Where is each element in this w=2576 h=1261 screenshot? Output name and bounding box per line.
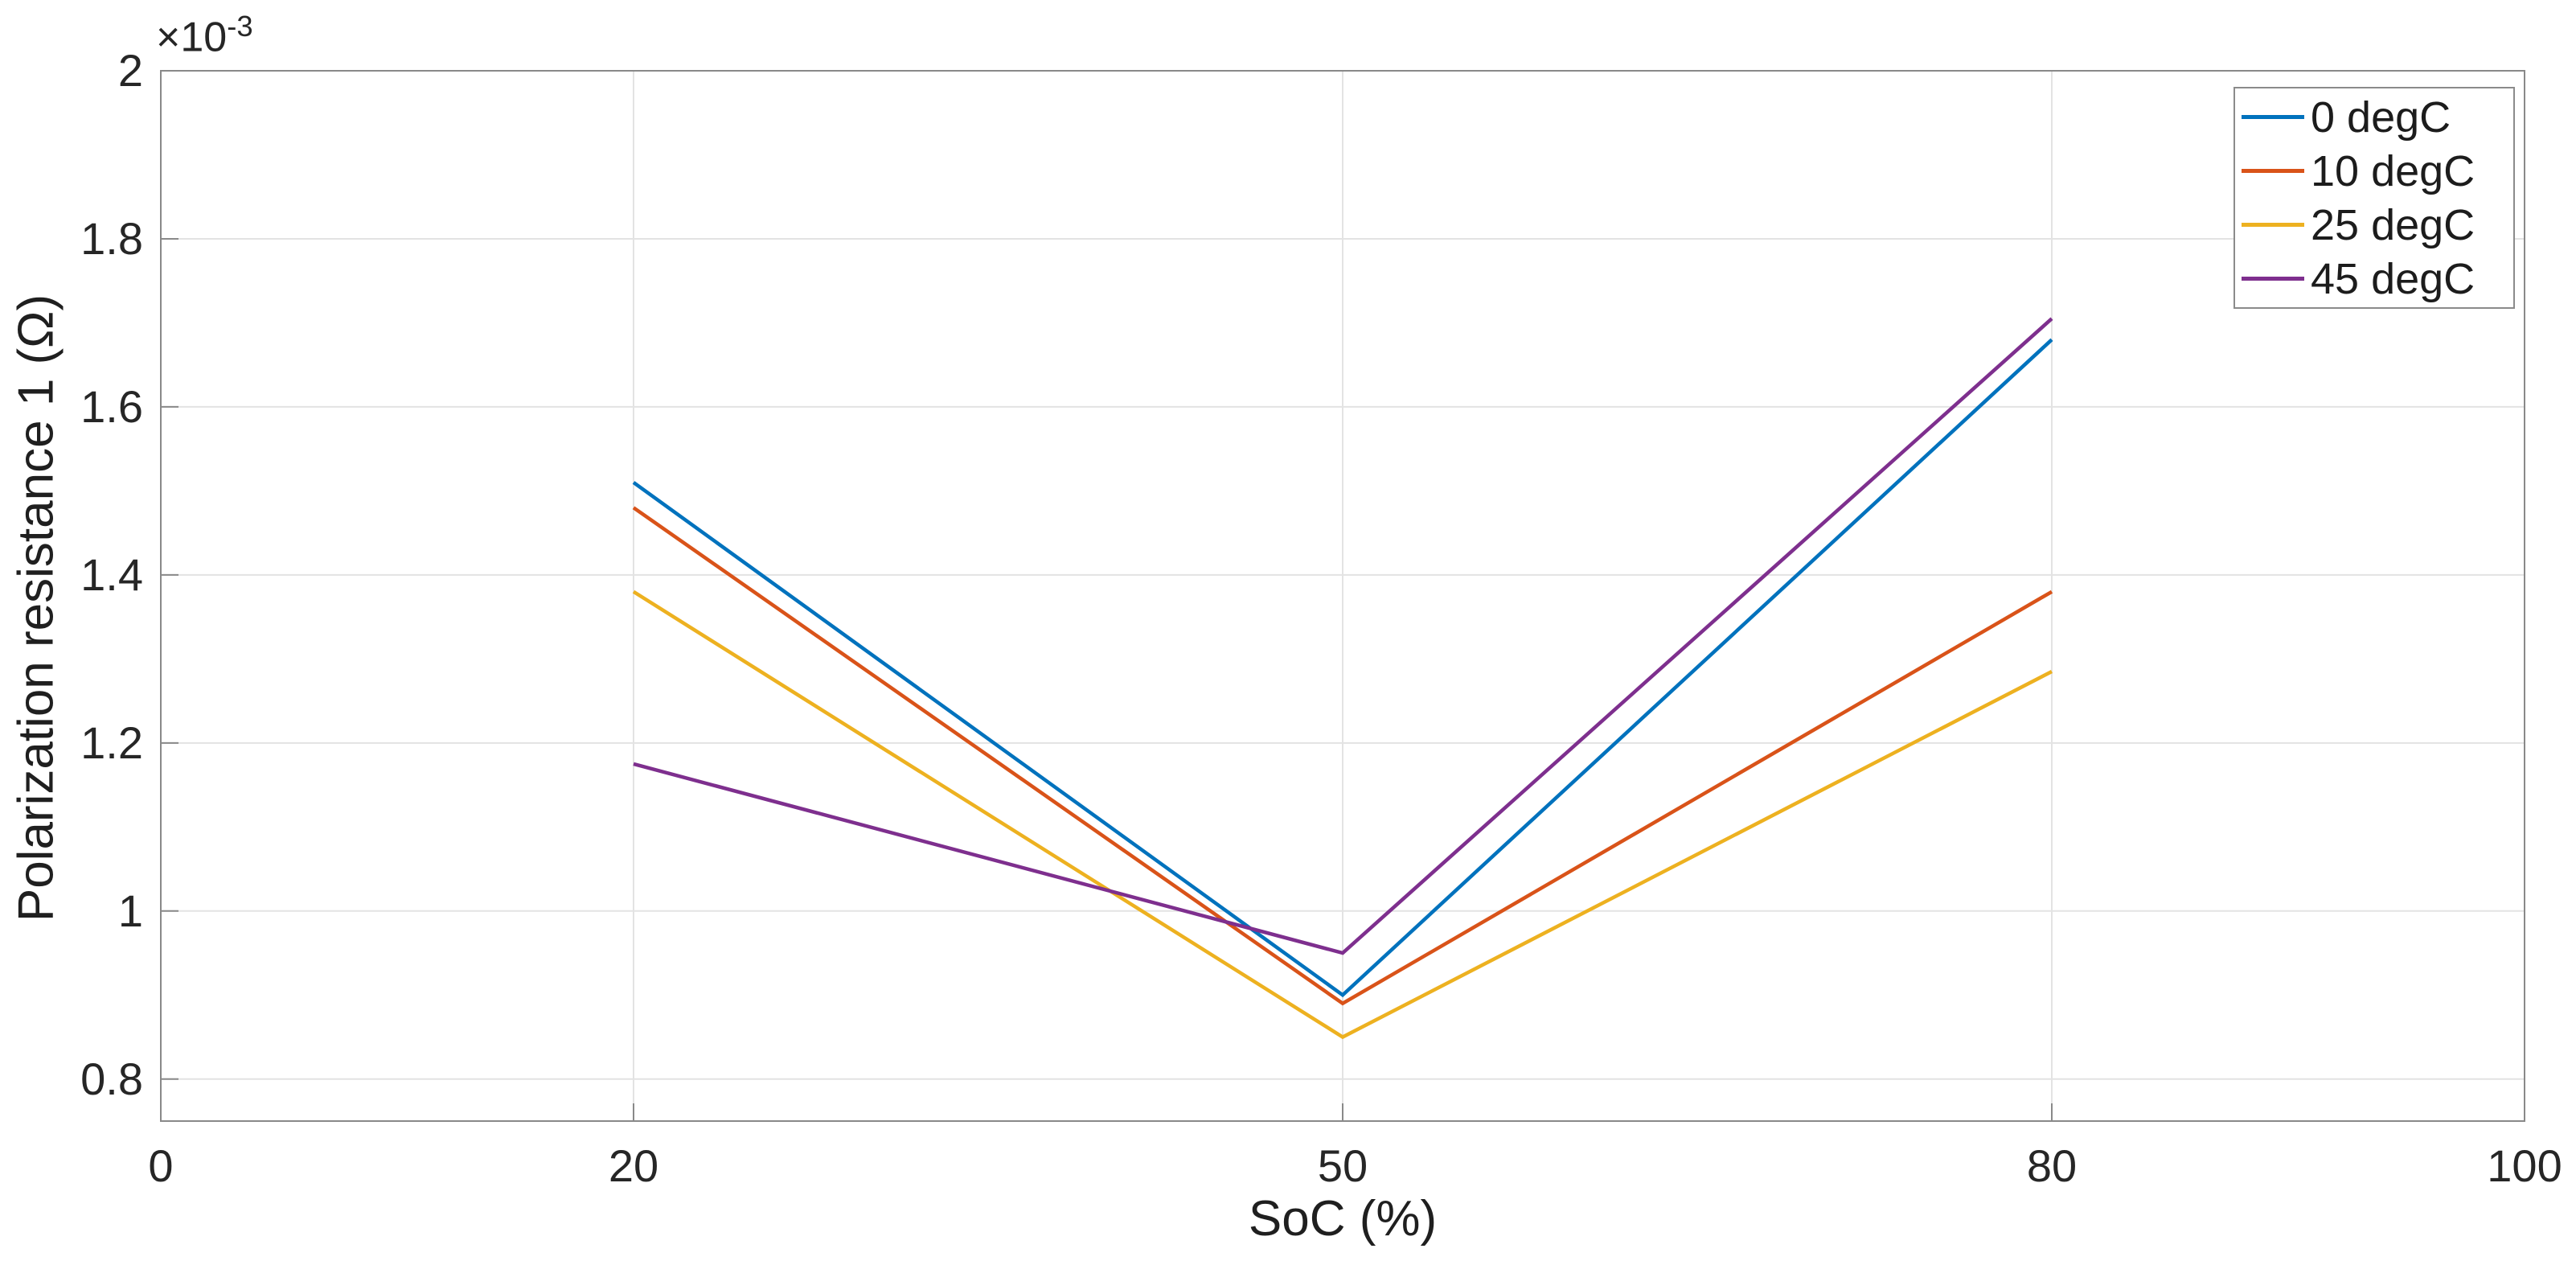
legend-line-sample-45degc [2242,277,2304,281]
y-tick-label: 0.8 [80,1053,143,1104]
y-tick-label: 1.4 [80,548,143,600]
legend-label: 0 degC [2311,92,2451,142]
x-tick-label: 0 [148,1140,174,1191]
x-tick-label: 20 [608,1140,659,1191]
x-axis-label: SoC (%) [1248,1191,1438,1247]
y-tick-label: 1.6 [80,380,143,432]
y-tick-label: 1.2 [80,717,143,768]
legend: 0 degC 10 degC 25 degC 45 degC [2233,87,2515,309]
y-tick-label: 1 [117,885,143,936]
legend-line-sample-0degc [2242,115,2304,119]
legend-item-25degc: 25 degC [2242,198,2513,252]
x-tick-label: 100 [2487,1140,2562,1191]
legend-label: 25 degC [2311,200,2476,249]
x-tick-label: 50 [1317,1140,1368,1191]
x-tick-label: 80 [2026,1140,2078,1191]
y-tick-label: 1.8 [80,212,143,264]
legend-label: 10 degC [2311,146,2476,195]
legend-line-sample-10degc [2242,169,2304,173]
legend-label: 45 degC [2311,254,2476,303]
y-tick-label: 2 [117,44,143,96]
legend-line-sample-25degc [2242,223,2304,227]
y-axis-exponent-label: ×10-3 [156,10,253,61]
y-axis-exponent-power: -3 [227,10,253,43]
legend-item-10degc: 10 degC [2242,144,2513,198]
y-axis-exponent-base: ×10 [156,14,228,61]
legend-item-45degc: 45 degC [2242,252,2513,306]
legend-item-0degc: 0 degC [2242,90,2513,144]
